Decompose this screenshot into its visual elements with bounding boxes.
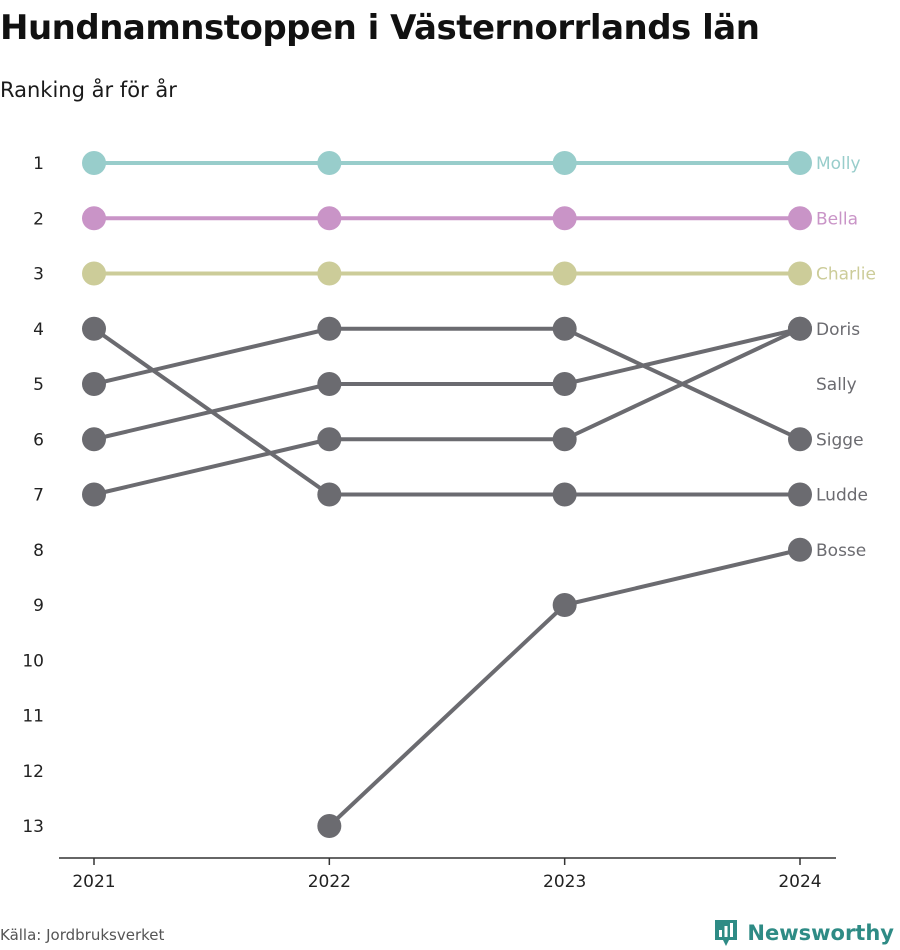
y-tick-label: 13: [22, 817, 44, 837]
point-bosse-2022: [317, 814, 342, 838]
end-label-bosse: Bosse: [816, 541, 866, 561]
end-label-doris: Doris: [816, 320, 860, 340]
x-tick-label: 2022: [308, 872, 351, 892]
y-tick-label: 10: [22, 651, 44, 671]
point-doris-2021: [82, 427, 106, 452]
chart-subtitle: Ranking år för år: [0, 78, 177, 102]
point-ludde-2023: [552, 427, 577, 452]
point-extra-2022: [317, 316, 342, 341]
end-label-charlie: Charlie: [816, 265, 876, 285]
point-doris-2022: [317, 372, 342, 396]
chart-title: Hundnamnstoppen i Västernorrlands län: [0, 8, 760, 48]
end-label-sigge: Sigge: [816, 430, 864, 450]
y-tick-label: 12: [22, 762, 44, 782]
point-doris-2023: [552, 372, 577, 396]
y-tick-label: 1: [33, 154, 44, 174]
series-line-bosse: [327, 547, 802, 828]
end-label-sally: Sally: [816, 375, 857, 395]
point-molly-2022: [317, 151, 342, 175]
y-tick-label: 9: [33, 596, 44, 616]
y-tick-label: 7: [33, 486, 44, 506]
brand-name: Newsworthy: [747, 921, 894, 945]
point-extra-2024: [788, 427, 812, 452]
point-ludde-2021: [82, 482, 106, 507]
point-sigge-2022: [317, 482, 342, 507]
point-charlie-2021: [82, 261, 106, 286]
point-sigge-2024: [788, 482, 812, 507]
series-line-doris: [92, 326, 802, 442]
y-tick-label: 2: [33, 209, 44, 229]
point-charlie-2023: [552, 261, 577, 286]
x-tick-label: 2024: [778, 872, 821, 892]
x-tick-label: 2023: [543, 872, 586, 892]
y-tick-label: 6: [33, 430, 44, 450]
point-molly-2021: [82, 151, 106, 175]
point-bella-2024: [788, 206, 812, 231]
point-bella-2022: [317, 206, 342, 231]
end-label-ludde: Ludde: [816, 486, 868, 506]
series-line-sigge: [92, 326, 802, 497]
y-tick-label: 4: [33, 320, 44, 340]
point-sigge-2021: [82, 316, 106, 341]
y-tick-label: 3: [33, 265, 44, 285]
point-bella-2023: [552, 206, 577, 231]
end-label-bella: Bella: [816, 209, 858, 229]
point-sigge-2023: [552, 482, 577, 507]
point-ludde-2024: [788, 316, 812, 341]
end-label-molly: Molly: [816, 154, 861, 174]
point-charlie-2024: [788, 261, 812, 286]
point-ludde-2022: [317, 427, 342, 452]
point-extra-2023: [552, 316, 577, 341]
point-extra-2021: [82, 372, 106, 396]
point-bosse-2023: [552, 593, 577, 617]
end-labels: Molly Bella Charlie Doris Sally Sigge Ludde Bos…: [816, 154, 876, 561]
point-molly-2024: [788, 151, 812, 175]
x-tick-label: 2021: [72, 872, 115, 892]
series-dots: [82, 151, 812, 838]
source-note: Källa: Jordbruksverket: [0, 926, 165, 944]
point-bosse-2024: [788, 537, 812, 562]
bar-chart-logo-icon: [715, 920, 738, 946]
point-molly-2023: [552, 151, 577, 175]
brand-logo[interactable]: Newsworthy: [713, 918, 894, 948]
x-axis: 2021 2022 2023 2024: [59, 857, 836, 892]
y-tick-label: 8: [33, 541, 44, 561]
series-lines: [92, 161, 802, 828]
series-line-extra: [92, 326, 802, 442]
point-charlie-2022: [317, 261, 342, 286]
point-bella-2021: [82, 206, 106, 231]
y-tick-label: 5: [33, 375, 44, 395]
y-tick-label: 11: [22, 707, 44, 727]
